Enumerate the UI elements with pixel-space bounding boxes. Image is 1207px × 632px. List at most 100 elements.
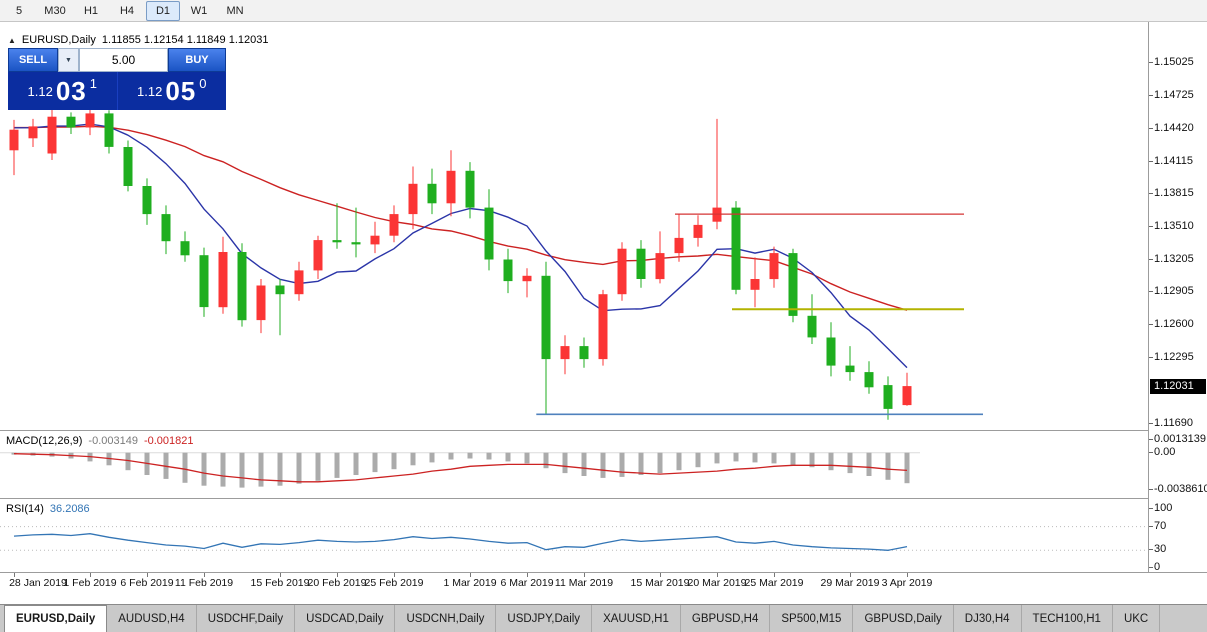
time-axis-label: 1 Feb 2019 [63,577,117,589]
macd-histogram-bar [201,452,207,486]
candlestick-chart[interactable] [0,22,1148,430]
candle-up [28,126,38,139]
macd-histogram-bar [410,452,416,466]
candle-down [636,248,646,279]
candle-up [218,252,228,308]
one-click-trading-panel: SELL ▼ BUY 1.12 03 1 1.12 05 [8,48,226,110]
timeframe-button-h4[interactable]: H4 [119,4,135,17]
time-axis[interactable]: 28 Jan 2019 1 Feb 2019 6 Feb 2019 11 Feb 20… [0,572,1207,604]
time-axis-tick [204,573,205,577]
macd-histogram-bar [334,452,340,478]
rsi-pane[interactable]: RSI(14) 36.2086 [0,498,1148,572]
macd-signal-line [13,453,908,483]
time-axis-label: 15 Mar 2019 [630,577,690,589]
time-axis-tick [774,573,775,577]
candle-up [693,224,703,238]
axis-tick [1149,525,1153,527]
buy-button[interactable]: BUY [168,48,226,72]
sell-button[interactable]: SELL [8,48,58,72]
chart-tab[interactable]: SP500,M15 [770,605,854,632]
macd-axis-label: 0.00 [1154,445,1176,458]
macd-histogram-bar [315,452,321,481]
chart-tab[interactable]: USDCNH,Daily [395,605,497,632]
macd-histogram-bar [771,452,777,464]
time-axis-tick [337,573,338,577]
rsi-axis-label: 70 [1154,519,1167,532]
candle-up [256,285,266,321]
timeframe-toolbar: 5 M30 H1 H4 D1 W1 MN [0,0,1207,22]
time-axis-label: 20 Mar 2019 [687,577,747,589]
sell-price[interactable]: 1.12 03 1 [8,72,118,110]
axis-tick [1149,259,1153,260]
timeframe-button-h1[interactable]: H1 [83,4,99,17]
candle-up [750,279,760,290]
axis-tick [1149,62,1153,64]
chart-tab[interactable]: XAUUSD,H1 [592,605,681,632]
volume-input[interactable] [79,48,168,72]
candle-down [161,214,171,242]
price-axis-label: 1.13510 [1154,220,1194,232]
timeframe-button-w1[interactable]: W1 [190,4,208,17]
candle-up [446,170,456,204]
chart-tab[interactable]: TECH100,H1 [1022,605,1113,632]
timeframe-button-d1[interactable]: D1 [146,0,180,21]
candle-down [180,241,190,256]
chart-symbol-header: ▲ EURUSD,Daily 1.11855 1.12154 1.11849 1… [8,34,268,46]
price-axis[interactable]: 1.15025 1.14725 1.14420 1.14115 1.13815 1.135… [1148,22,1207,573]
candle-up [674,237,684,254]
chart-tab[interactable]: USDCAD,Daily [295,605,396,632]
buy-price-sup: 0 [199,75,207,91]
price-axis-label: 1.12905 [1154,285,1194,298]
time-axis-tick [470,573,471,577]
macd-axis-label: 0.0013139 [1154,432,1206,445]
chart-tab[interactable]: EURUSD,Daily [4,605,108,632]
chart-tab[interactable]: GBPUSD,Daily [853,605,954,632]
macd-histogram-bar [353,452,359,475]
axis-tick [1149,451,1153,453]
macd-histogram-bar [885,452,891,480]
volume-dropdown-button[interactable]: ▼ [58,48,79,72]
candle-down [503,259,513,282]
candle-down [579,346,589,360]
candle-up [769,253,779,280]
timeframe-button-5[interactable]: 5 [15,4,23,17]
chart-tab[interactable]: DJ30,H4 [954,605,1022,632]
macd-histogram-bar [448,452,454,460]
price-axis-label: 1.12295 [1154,351,1194,364]
candle-up [9,129,19,151]
time-axis-label: 1 Mar 2019 [443,577,497,589]
candle-down [484,207,494,260]
timeframe-button-m30[interactable]: M30 [44,4,66,17]
macd-histogram-bar [733,452,739,462]
buy-price-big: 05 [165,75,197,106]
candle-up [408,183,418,215]
time-axis-tick [850,573,851,577]
rsi-axis-label: 30 [1154,543,1167,556]
chart-tab-bar: EURUSD,Daily AUDUSD,H4 USDCHF,Daily USDCAD,… [0,604,1207,632]
rsi-axis-label: 100 [1154,501,1173,514]
axis-tick [1149,357,1153,359]
price-axis-label: 1.11690 [1154,416,1193,429]
main-chart-pane[interactable]: ▲ EURUSD,Daily 1.11855 1.12154 1.11849 1… [0,22,1148,430]
time-axis-label: 29 Mar 2019 [820,577,880,589]
sell-price-sup: 1 [89,75,97,91]
rsi-label: RSI(14) [6,503,44,515]
candle-up [313,240,323,271]
axis-tick [1149,226,1153,227]
axis-tick [1149,192,1153,194]
candle-up [655,253,665,280]
chart-tab[interactable]: USDJPY,Daily [496,605,593,632]
chart-tab[interactable]: GBPUSD,H4 [681,605,771,632]
price-axis-label: 1.15025 [1154,56,1194,69]
timeframe-button-mn[interactable]: MN [226,4,244,17]
macd-histogram-bar [695,452,701,468]
macd-pane[interactable]: MACD(12,26,9) -0.003149 -0.001821 [0,430,1148,498]
macd-histogram-bar [467,452,473,459]
macd-chart [0,452,920,488]
chart-tab[interactable]: UKC [1113,605,1161,632]
buy-price[interactable]: 1.12 05 0 [118,72,227,110]
chart-tab[interactable]: AUDUSD,H4 [107,605,197,632]
chart-tab[interactable]: USDCHF,Daily [197,605,296,632]
candle-down [123,147,133,186]
time-axis-label: 20 Feb 2019 [307,577,367,589]
